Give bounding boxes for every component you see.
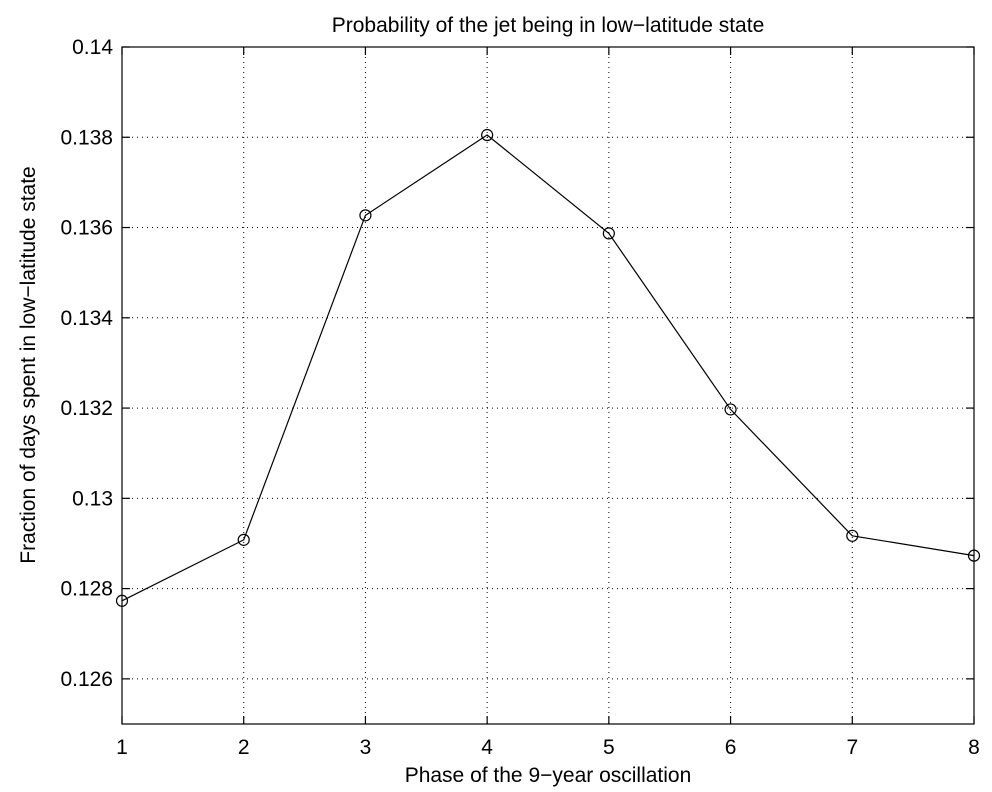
- x-tick-label: 7: [846, 736, 858, 759]
- y-tick-label: 0.136: [60, 217, 113, 240]
- y-tick-label: 0.126: [60, 668, 113, 691]
- y-tick-label: 0.132: [60, 397, 113, 420]
- y-axis-label: Fraction of days spent in low−latitude s…: [17, 166, 40, 563]
- data-point-marker: [602, 227, 615, 240]
- x-tick-label: 5: [603, 736, 615, 759]
- labels: Probability of the jet being in low−lati…: [17, 14, 980, 787]
- data-point-marker: [846, 529, 859, 542]
- axes: [121, 46, 975, 725]
- y-tick-label: 0.14: [72, 36, 113, 59]
- data-point-marker: [359, 209, 372, 222]
- plot-frame: [121, 46, 975, 725]
- x-tick-label: 8: [968, 736, 980, 759]
- data-point-marker: [115, 594, 129, 607]
- x-tick-label: 1: [116, 736, 128, 759]
- y-tick-label: 0.138: [60, 126, 113, 149]
- data-point-marker: [724, 403, 737, 416]
- data-point-marker: [967, 549, 981, 562]
- data-point-marker: [237, 533, 250, 546]
- y-tick-label: 0.128: [60, 578, 113, 601]
- x-tick-label: 6: [725, 736, 737, 759]
- y-tick-label: 0.134: [60, 307, 113, 330]
- data-point-marker: [481, 128, 494, 142]
- grid: [122, 47, 974, 724]
- x-tick-label: 2: [238, 736, 250, 759]
- x-tick-label: 4: [481, 736, 493, 759]
- data-series: [115, 128, 981, 607]
- series-line: [121, 134, 975, 602]
- x-axis-label: Phase of the 9−year oscillation: [405, 764, 692, 787]
- y-tick-label: 0.13: [72, 487, 113, 510]
- x-tick-label: 3: [360, 736, 372, 759]
- chart-title: Probability of the jet being in low−lati…: [332, 14, 765, 37]
